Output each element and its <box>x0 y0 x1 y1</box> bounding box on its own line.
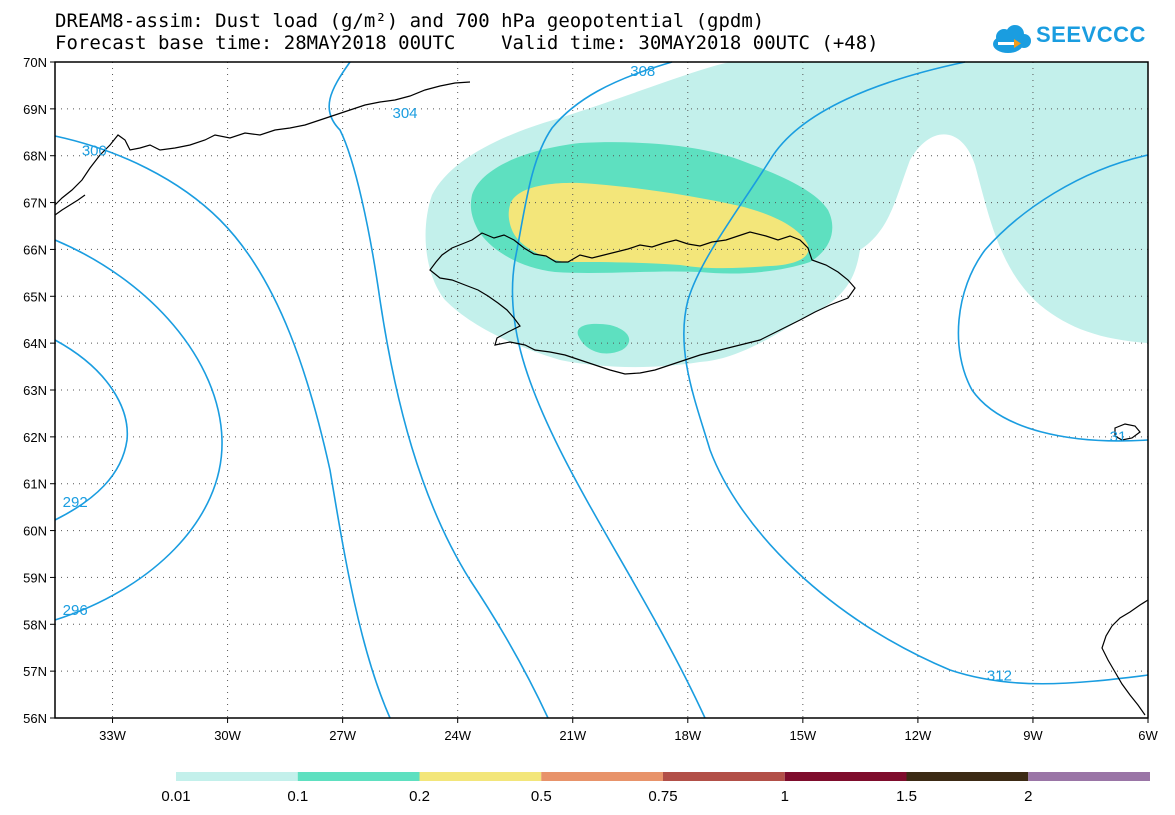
lat-tick-label: 57N <box>23 664 47 679</box>
contour-label: 300 <box>82 143 107 160</box>
lon-tick-label: 6W <box>1138 728 1158 743</box>
colorbar-swatch <box>906 772 1029 781</box>
colorbar-label: 1.5 <box>896 788 917 805</box>
iceland-coast <box>429 231 856 375</box>
graticule <box>55 62 1148 718</box>
lon-tick-label: 9W <box>1023 728 1043 743</box>
contour-300 <box>54 135 391 719</box>
lat-tick-label: 56N <box>23 711 47 726</box>
contour-labels: 300 304 308 292 296 312 31 <box>63 63 1127 685</box>
colorbar-swatch <box>784 772 907 781</box>
colorbar-label: 1 <box>781 788 789 805</box>
cloud-icon <box>993 25 1031 53</box>
lon-tick-label: 21W <box>559 728 586 743</box>
contour-label: 292 <box>63 494 88 511</box>
lat-tick-label: 59N <box>23 570 47 585</box>
scotland-coast <box>1101 599 1149 716</box>
lon-tick-label: 33W <box>99 728 126 743</box>
lat-tick-label: 69N <box>23 102 47 117</box>
dust-region-0.1-south <box>577 323 630 354</box>
colorbar-label: 2 <box>1024 788 1032 805</box>
colorbar-label: 0.75 <box>648 788 677 805</box>
contour-label: 304 <box>392 105 417 122</box>
lat-tick-label: 70N <box>23 55 47 70</box>
contour-312 <box>683 61 1149 685</box>
colorbar-label: 0.2 <box>409 788 430 805</box>
dust-load-shading <box>425 62 1148 368</box>
colorbar <box>176 772 1150 781</box>
greenland-coast-south <box>54 194 86 216</box>
lon-tick-label: 15W <box>789 728 816 743</box>
map-subtitle: Forecast base time: 28MAY2018 00UTC Vali… <box>55 32 879 54</box>
lat-tick-label: 60N <box>23 524 47 539</box>
lon-tick-label: 30W <box>214 728 241 743</box>
map-title: DREAM8-assim: Dust load (g/m²) and 700 h… <box>55 10 765 32</box>
colorbar-labels: 0.01 0.1 0.2 0.5 0.75 1 1.5 2 <box>161 788 1032 805</box>
seevccc-logo <box>993 25 1031 53</box>
lat-tick-label: 68N <box>23 149 47 164</box>
lat-tick-label: 65N <box>23 289 47 304</box>
dust-region-0.2 <box>508 182 809 269</box>
colorbar-swatch <box>297 772 420 781</box>
lat-tick-label: 66N <box>23 242 47 257</box>
colorbar-swatch <box>419 772 542 781</box>
faroe-coast <box>1114 423 1141 441</box>
colorbar-label: 0.01 <box>161 788 190 805</box>
colorbar-swatch <box>663 772 785 781</box>
lat-tick-label: 67N <box>23 196 47 211</box>
lon-tick-label: 12W <box>905 728 932 743</box>
lat-tick-label: 58N <box>23 617 47 632</box>
logo-text: SEEVCCC <box>1036 22 1146 47</box>
latitude-labels: 70N 69N 68N 67N 66N 65N 64N 63N 62N 61N 60N 59N 58N 5… <box>23 55 55 726</box>
contour-296 <box>54 239 223 621</box>
contour-label: 296 <box>63 602 88 619</box>
colorbar-swatch <box>176 772 298 781</box>
lon-tick-label: 27W <box>329 728 356 743</box>
contour-292 <box>54 339 129 521</box>
contour-label: 312 <box>987 668 1012 685</box>
lat-tick-label: 64N <box>23 336 47 351</box>
contour-label: 308 <box>630 63 655 80</box>
geopotential-contours <box>54 61 1149 719</box>
greenland-coast <box>54 81 471 206</box>
colorbar-label: 0.1 <box>287 788 308 805</box>
coastlines <box>54 81 1149 716</box>
colorbar-swatch <box>1028 772 1150 781</box>
lat-tick-label: 63N <box>23 383 47 398</box>
lat-tick-label: 61N <box>23 477 47 492</box>
contour-304 <box>328 61 549 719</box>
longitude-labels: 33W 30W 27W 24W 21W 18W 15W 12W 9W 6W <box>99 718 1158 743</box>
contour-label: 31 <box>1110 429 1127 446</box>
contour-316 <box>957 154 1149 442</box>
colorbar-swatch <box>541 772 663 781</box>
contour-308 <box>511 61 706 719</box>
lon-tick-label: 18W <box>674 728 701 743</box>
lat-tick-label: 62N <box>23 430 47 445</box>
lon-tick-label: 24W <box>444 728 471 743</box>
colorbar-label: 0.5 <box>531 788 552 805</box>
